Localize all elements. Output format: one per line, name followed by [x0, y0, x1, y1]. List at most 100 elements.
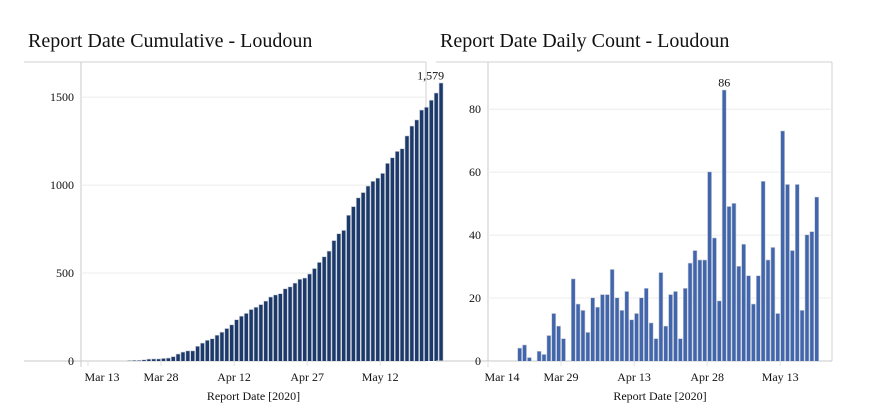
- daily-bar: [552, 313, 556, 361]
- daily-bar: [605, 294, 610, 361]
- cumulative-bar: [415, 120, 419, 361]
- cumulative-bar: [361, 192, 365, 361]
- daily-bar: [561, 338, 566, 361]
- cumulative-bar: [317, 262, 322, 361]
- daily-bar: [556, 326, 561, 361]
- daily-bar: [634, 313, 639, 361]
- daily-bar: [615, 298, 619, 361]
- cumulative-bar: [356, 198, 360, 361]
- daily-bar: [625, 291, 629, 361]
- cumulative-bar: [434, 93, 438, 361]
- daily-x-tick-label: Apr 28: [690, 370, 724, 384]
- cumulative-y-tick-label: 500: [56, 266, 74, 280]
- daily-chart-title: Report Date Daily Count - Loudoun: [440, 30, 730, 52]
- cumulative-bar: [264, 301, 268, 361]
- daily-x-tick-label: Mar 14: [485, 370, 520, 384]
- cumulative-bar: [303, 278, 307, 361]
- cumulative-bar: [244, 313, 248, 361]
- daily-bar: [527, 357, 532, 361]
- cumulative-bar-outline: [127, 360, 132, 361]
- cumulative-x-axis-title: Report Date [2020]: [207, 389, 300, 403]
- cumulative-bar: [239, 316, 244, 361]
- daily-bar: [571, 279, 575, 361]
- daily-bar: [776, 313, 780, 361]
- cumulative-bar: [332, 240, 336, 361]
- daily-y-tick-label: 60: [469, 165, 481, 179]
- cumulative-bar: [225, 328, 229, 361]
- cumulative-bar: [152, 359, 156, 361]
- cumulative-bar: [278, 293, 283, 361]
- cumulative-bar: [395, 151, 399, 361]
- cumulative-bar: [166, 358, 171, 361]
- cumulative-bar: [419, 110, 424, 361]
- daily-bar: [600, 294, 605, 361]
- daily-bar: [785, 184, 790, 361]
- cumulative-bar: [215, 335, 219, 361]
- cumulative-bar: [351, 206, 356, 361]
- cumulative-x-tick-label: Apr 27: [290, 370, 324, 384]
- daily-x-axis-title: Report Date [2020]: [613, 389, 706, 403]
- cumulative-bar: [410, 126, 414, 361]
- cumulative-x-tick-label: Mar 28: [144, 370, 179, 384]
- cumulative-bar: [234, 320, 239, 361]
- daily-x-tick-label: Mar 29: [544, 370, 579, 384]
- daily-bar: [737, 266, 741, 361]
- cumulative-bar: [205, 340, 210, 361]
- daily-bar: [766, 260, 770, 361]
- daily-bar: [790, 250, 795, 361]
- cumulative-bar: [268, 297, 273, 361]
- daily-bar: [751, 304, 756, 361]
- daily-bar: [756, 276, 760, 361]
- daily-bar: [629, 320, 634, 361]
- daily-y-tick-label: 20: [469, 291, 481, 305]
- daily-bar: [678, 338, 683, 361]
- daily-bar: [639, 298, 644, 361]
- cumulative-bar: [288, 287, 292, 361]
- daily-bar: [800, 310, 804, 361]
- daily-bar: [517, 348, 522, 361]
- cumulative-bar: [337, 234, 341, 361]
- daily-bar: [668, 294, 673, 361]
- cumulative-bar: [312, 268, 317, 361]
- cumulative-bar-outline: [136, 360, 142, 361]
- daily-bar: [537, 351, 541, 361]
- cumulative-bar: [142, 360, 146, 361]
- cumulative-bar: [298, 279, 302, 361]
- cumulative-bar: [220, 332, 224, 361]
- cumulative-bar: [341, 230, 346, 361]
- daily-bar: [805, 235, 809, 361]
- daily-bar: [698, 260, 702, 361]
- cumulative-bar: [390, 158, 395, 361]
- daily-bar: [741, 244, 746, 361]
- cumulative-bar: [385, 163, 390, 361]
- cumulative-max-data-label: 1,579: [417, 68, 444, 82]
- cumulative-bar: [171, 356, 175, 361]
- daily-bar: [810, 231, 814, 361]
- cumulative-bar: [293, 283, 297, 361]
- cumulative-bar: [439, 83, 443, 361]
- cumulative-bar: [156, 359, 161, 361]
- cumulative-x-tick-label: Apr 12: [217, 370, 251, 384]
- cumulative-bar: [181, 352, 185, 361]
- cumulative-bar: [327, 251, 331, 361]
- cumulative-bar: [429, 100, 434, 361]
- cumulative-bar: [259, 304, 263, 361]
- daily-bar: [703, 260, 707, 361]
- cumulative-bar: [229, 325, 234, 361]
- cumulative-bar: [307, 274, 312, 361]
- cumulative-y-tick-label: 1500: [50, 90, 74, 104]
- daily-bar: [586, 332, 590, 361]
- cumulative-bar: [376, 178, 380, 361]
- daily-bar: [780, 131, 785, 361]
- cumulative-bar: [147, 359, 151, 361]
- daily-bar: [620, 310, 624, 361]
- daily-bar: [727, 206, 731, 361]
- daily-bar: [732, 203, 736, 361]
- cumulative-bar: [371, 181, 375, 361]
- daily-bar: [576, 304, 580, 361]
- cumulative-bar: [210, 339, 214, 361]
- daily-y-tick-label: 80: [469, 102, 481, 116]
- cumulative-bar: [424, 107, 429, 361]
- cumulative-bar: [400, 149, 404, 361]
